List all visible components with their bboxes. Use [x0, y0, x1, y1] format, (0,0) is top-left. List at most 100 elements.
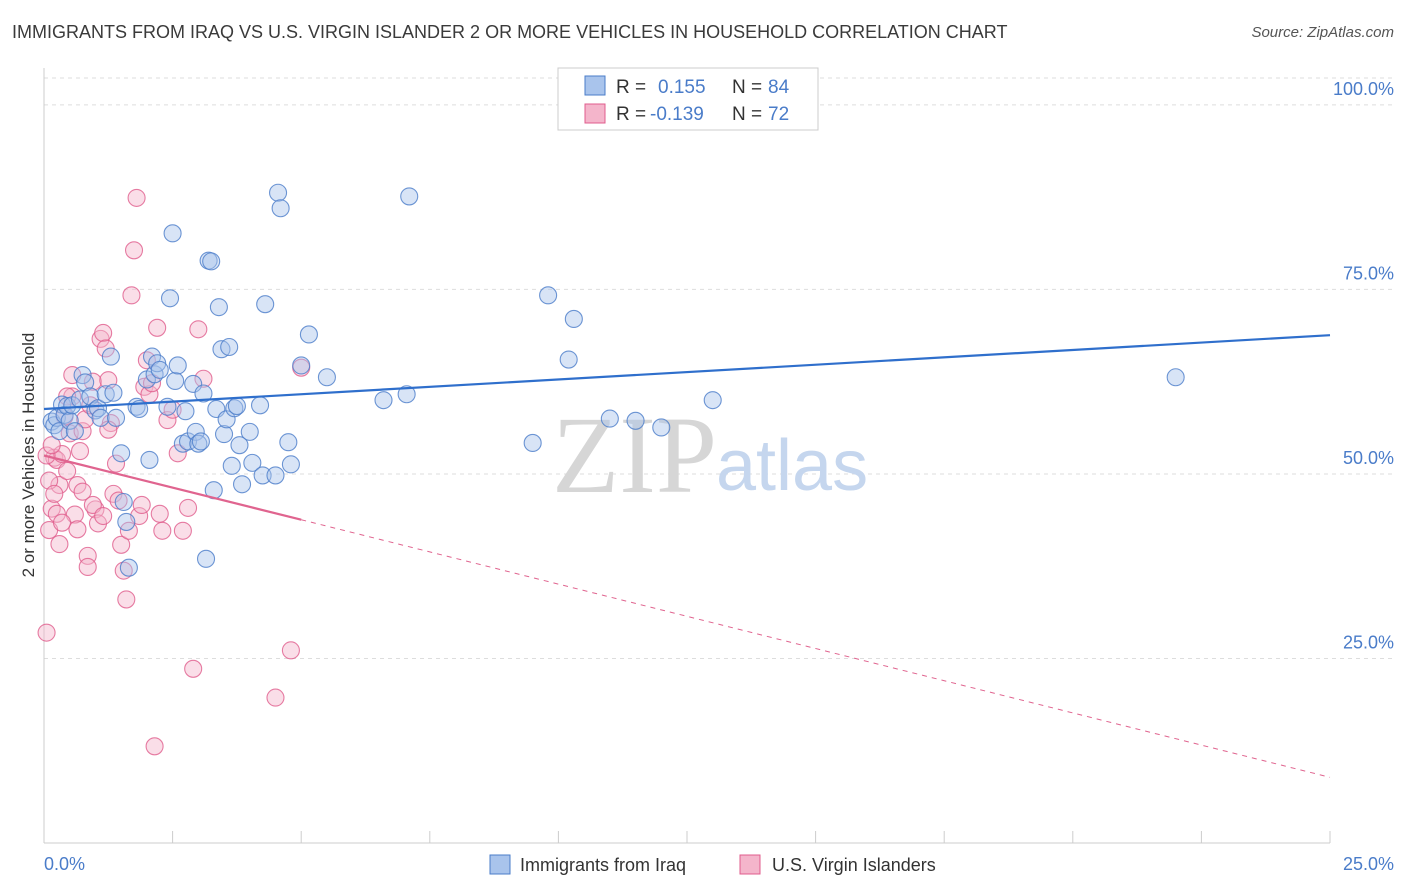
- data-point-virgin-islanders: [68, 520, 87, 539]
- data-point-iraq: [112, 444, 131, 463]
- data-point-virgin-islanders: [52, 513, 72, 532]
- data-point-virgin-islanders: [178, 498, 198, 517]
- data-point-virgin-islanders: [83, 495, 102, 515]
- watermark: ZIP atlas: [552, 394, 868, 516]
- data-point-iraq: [209, 298, 228, 317]
- watermark-zip: ZIP: [552, 394, 717, 516]
- data-point-iraq: [243, 453, 262, 472]
- grid-lines: [44, 77, 1392, 659]
- legend-swatch-virgin-islanders: [584, 103, 606, 124]
- data-point-virgin-islanders: [153, 521, 172, 540]
- data-point-iraq: [279, 433, 298, 452]
- data-point-iraq: [253, 466, 272, 485]
- data-point-iraq: [106, 408, 126, 427]
- trend-lines: [43, 334, 1331, 778]
- chart-title: IMMIGRANTS FROM IRAQ VS U.S. VIRGIN ISLA…: [12, 22, 1008, 42]
- data-point-virgin-islanders: [45, 484, 64, 503]
- legend-r-label: R =: [616, 104, 646, 125]
- data-point-iraq: [65, 422, 84, 441]
- data-point-iraq: [292, 356, 311, 375]
- data-point-virgin-islanders: [78, 557, 97, 577]
- data-point-virgin-islanders: [94, 506, 113, 526]
- data-point-virgin-islanders: [158, 411, 177, 430]
- y-tick-label: 100.0%: [1333, 79, 1394, 99]
- data-point-iraq: [202, 252, 221, 271]
- y-tick-labels: 100.0% 75.0% 50.0% 25.0%: [1333, 79, 1394, 653]
- data-point-iraq: [214, 425, 234, 444]
- data-point-virgin-islanders: [168, 444, 187, 463]
- data-point-iraq: [101, 347, 120, 366]
- y-tick-label: 50.0%: [1343, 448, 1394, 468]
- data-point-virgin-islanders: [132, 495, 151, 515]
- data-point-virgin-islanders: [194, 369, 213, 388]
- data-point-virgin-islanders: [106, 454, 126, 473]
- trend-line-virgin-islanders: [43, 454, 302, 521]
- data-point-virgin-islanders: [37, 623, 56, 642]
- data-point-virgin-islanders: [40, 471, 59, 490]
- legend-box: R = 0.155 N = 84 R = -0.139 N = 72: [557, 67, 819, 131]
- data-point-iraq: [240, 422, 259, 441]
- data-point-virgin-islanders: [73, 422, 92, 441]
- data-point-iraq: [400, 187, 419, 206]
- data-point-iraq: [189, 434, 208, 453]
- legend-swatch-iraq: [584, 75, 606, 96]
- source-label: Source: ZipAtlas.com: [1251, 24, 1394, 41]
- data-point-virgin-islanders: [184, 659, 203, 678]
- data-point-iraq: [269, 183, 288, 202]
- legend-n-value: 72: [768, 104, 789, 125]
- data-point-iraq: [104, 383, 123, 402]
- data-point-iraq: [230, 436, 249, 455]
- legend-n-label: N =: [732, 104, 762, 125]
- legend-r-label: R =: [616, 77, 646, 98]
- data-point-iraq: [564, 309, 583, 329]
- data-point-iraq: [281, 455, 300, 474]
- data-point-virgin-islanders: [145, 737, 164, 756]
- data-point-iraq: [166, 371, 185, 391]
- series-iraq-points: [42, 183, 1185, 577]
- data-point-iraq: [114, 492, 133, 512]
- data-point-virgin-islanders: [58, 461, 77, 481]
- data-point-iraq: [397, 385, 416, 404]
- data-point-iraq: [196, 549, 216, 568]
- data-point-iraq: [150, 360, 169, 379]
- data-point-iraq: [119, 558, 138, 577]
- data-point-virgin-islanders: [281, 641, 300, 660]
- data-point-virgin-islanders: [150, 504, 169, 523]
- data-point-virgin-islanders: [148, 318, 167, 337]
- data-point-iraq: [266, 466, 285, 485]
- legend-n-value: 84: [768, 77, 790, 98]
- data-point-iraq: [317, 368, 336, 387]
- data-point-iraq: [176, 402, 195, 421]
- data-point-iraq: [626, 411, 645, 430]
- bottom-legend-label-iraq: Immigrants from Iraq: [520, 855, 686, 875]
- data-point-virgin-islanders: [70, 442, 90, 461]
- data-point-iraq: [250, 396, 270, 415]
- y-tick-label: 25.0%: [1343, 632, 1394, 652]
- watermark-atlas: atlas: [716, 426, 868, 506]
- data-point-virgin-islanders: [114, 561, 133, 580]
- x-tick-label-right: 25.0%: [1343, 854, 1394, 874]
- x-tick-label-left: 0.0%: [44, 854, 85, 874]
- data-point-iraq: [96, 385, 115, 404]
- legend-r-value: 0.155: [658, 77, 706, 98]
- data-point-iraq: [652, 418, 671, 437]
- data-point-iraq: [163, 224, 182, 243]
- data-point-iraq: [539, 286, 558, 305]
- data-point-virgin-islanders: [42, 436, 61, 455]
- data-point-iraq: [232, 475, 252, 494]
- data-point-virgin-islanders: [117, 590, 136, 609]
- data-point-iraq: [160, 289, 180, 308]
- data-point-iraq: [222, 456, 241, 475]
- data-point-iraq: [191, 432, 210, 451]
- data-point-virgin-islanders: [73, 482, 92, 501]
- data-point-virgin-islanders: [189, 320, 208, 339]
- data-point-iraq: [374, 391, 393, 410]
- data-point-virgin-islanders: [47, 504, 66, 523]
- bottom-legend: Immigrants from Iraq U.S. Virgin Islande…: [489, 854, 936, 875]
- bottom-legend-label-virgin-islanders: U.S. Virgin Islanders: [772, 855, 936, 875]
- data-point-iraq: [227, 396, 246, 416]
- data-point-virgin-islanders: [112, 535, 131, 554]
- data-point-iraq: [600, 409, 619, 428]
- data-point-iraq: [194, 384, 213, 403]
- data-point-iraq: [220, 337, 239, 357]
